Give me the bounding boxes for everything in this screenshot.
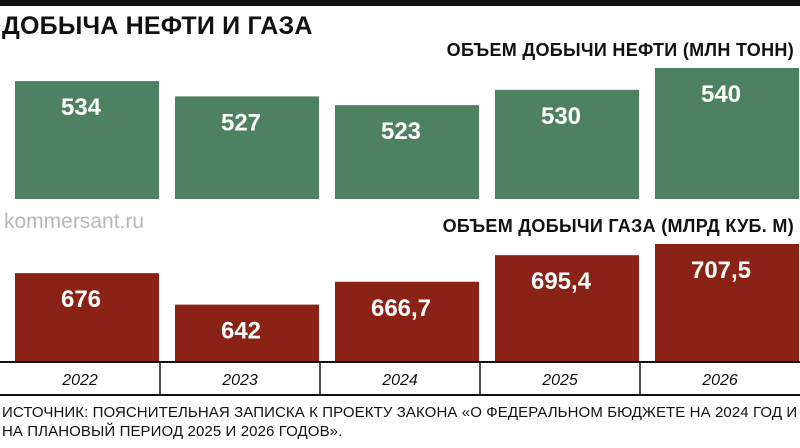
gas-bar-2024 [335, 281, 479, 362]
oil-bar-2025 [495, 89, 639, 199]
oil-value-label-2023: 527 [221, 109, 261, 136]
oil-value-label-2022: 534 [61, 94, 102, 121]
top-rule [0, 0, 800, 6]
year-label-2026: 2026 [701, 372, 738, 389]
gas-value-label-2023: 642 [221, 318, 261, 345]
gas-value-label-2025: 695,4 [531, 268, 592, 295]
watermark: kommersant.ru [4, 210, 145, 233]
gas-bar-2025 [495, 255, 639, 362]
oil-value-label-2024: 523 [381, 118, 421, 145]
gas-bar-2022 [15, 273, 159, 362]
oil-chart-subtitle: ОБЪЕМ ДОБЫЧИ НЕФТИ (МЛН ТОНН) [446, 40, 794, 60]
gas-value-label-2022: 676 [61, 286, 101, 313]
chart-title: ДОБЫЧА НЕФТИ И ГАЗА [2, 12, 313, 40]
year-label-2023: 2023 [221, 372, 258, 389]
year-label-2024: 2024 [381, 372, 418, 389]
oil-value-label-2026: 540 [701, 81, 741, 108]
gas-bar-2023 [175, 304, 319, 362]
gas-value-label-2026: 707,5 [691, 257, 751, 284]
oil-bar-2024 [335, 105, 479, 199]
year-label-2022: 2022 [61, 372, 98, 389]
source-note: ИСТОЧНИК: ПОЯСНИТЕЛЬНАЯ ЗАПИСКА К ПРОЕКТ… [2, 404, 798, 440]
year-label-2025: 2025 [541, 372, 578, 389]
gas-chart-subtitle: ОБЪЕМ ДОБЫЧИ ГАЗА (МЛРД КУБ. М) [442, 216, 794, 236]
oil-bar-2022 [15, 81, 159, 199]
oil-bar-2026 [655, 68, 799, 199]
oil-bar-2023 [175, 96, 319, 199]
oil-value-label-2025: 530 [541, 103, 581, 130]
gas-value-label-2024: 666,7 [371, 295, 431, 322]
bar-charts: 534 527 523 530 540 676 642 666,7 695,4 707,5 2022… [0, 68, 800, 396]
gas-bar-2026 [655, 244, 799, 362]
